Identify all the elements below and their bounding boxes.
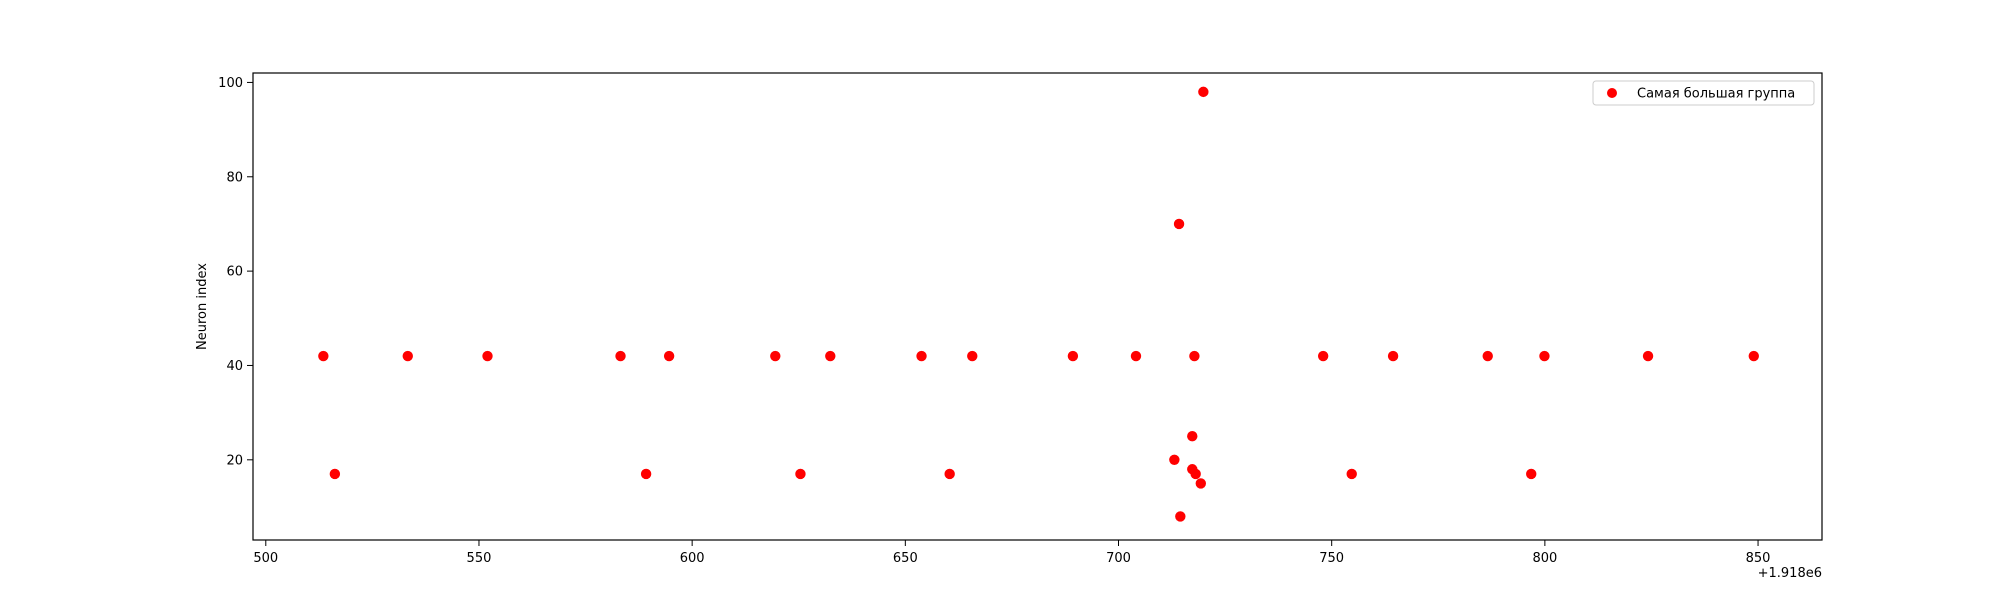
data-point xyxy=(967,350,978,362)
data-point xyxy=(916,350,927,362)
y-tick-label: 100 xyxy=(218,76,243,91)
x-tick-label: 600 xyxy=(680,551,705,566)
data-point xyxy=(1175,511,1186,522)
data-point xyxy=(1195,478,1206,489)
data-point xyxy=(1173,218,1185,230)
x-tick-label: 650 xyxy=(893,551,918,566)
data-point xyxy=(1526,468,1537,480)
data-point xyxy=(329,468,341,480)
legend-box xyxy=(1592,80,1815,106)
legend-label: Самая большая группа xyxy=(1637,87,1795,102)
data-point xyxy=(482,350,493,362)
data-points xyxy=(318,86,1759,522)
data-point xyxy=(1130,350,1142,362)
legend: Самая большая группа xyxy=(1592,80,1815,106)
data-point xyxy=(1189,350,1200,362)
data-point xyxy=(795,468,806,480)
data-point xyxy=(1387,350,1399,362)
data-point xyxy=(944,468,955,480)
data-point xyxy=(1317,350,1329,362)
data-point xyxy=(770,350,781,362)
legend-marker xyxy=(1607,88,1617,98)
x-axis-offset-label: +1.918e6 xyxy=(1758,566,1822,581)
data-point xyxy=(1482,350,1493,362)
x-tick-label: 550 xyxy=(467,551,492,566)
data-point xyxy=(1190,468,1201,480)
data-point xyxy=(1198,86,1209,98)
y-tick-label: 20 xyxy=(226,453,243,468)
plot-area xyxy=(252,72,1823,541)
data-point xyxy=(640,468,652,480)
x-axis: 500 550 600 650 700 750 800 850 xyxy=(253,540,1770,566)
x-tick-label: 700 xyxy=(1106,551,1131,566)
data-point xyxy=(1187,431,1198,442)
data-point xyxy=(402,350,413,362)
x-tick-label: 750 xyxy=(1319,551,1344,566)
y-axis-label: Neuron index xyxy=(195,263,210,350)
y-axis: 20 40 60 80 100 xyxy=(218,76,253,468)
data-point xyxy=(1539,350,1550,362)
y-tick-label: 80 xyxy=(226,170,243,185)
y-tick-label: 60 xyxy=(226,265,243,280)
data-point xyxy=(615,350,626,362)
data-point xyxy=(1067,350,1079,362)
x-tick-label: 800 xyxy=(1532,551,1557,566)
data-point xyxy=(825,350,836,362)
data-point xyxy=(1748,350,1759,362)
x-tick-label: 500 xyxy=(253,551,278,566)
data-point xyxy=(1169,454,1180,466)
data-point xyxy=(663,350,675,362)
data-point xyxy=(1642,350,1654,362)
data-point xyxy=(1346,468,1357,480)
data-point xyxy=(318,350,329,362)
x-tick-label: 850 xyxy=(1746,551,1771,566)
y-tick-label: 40 xyxy=(226,359,243,374)
